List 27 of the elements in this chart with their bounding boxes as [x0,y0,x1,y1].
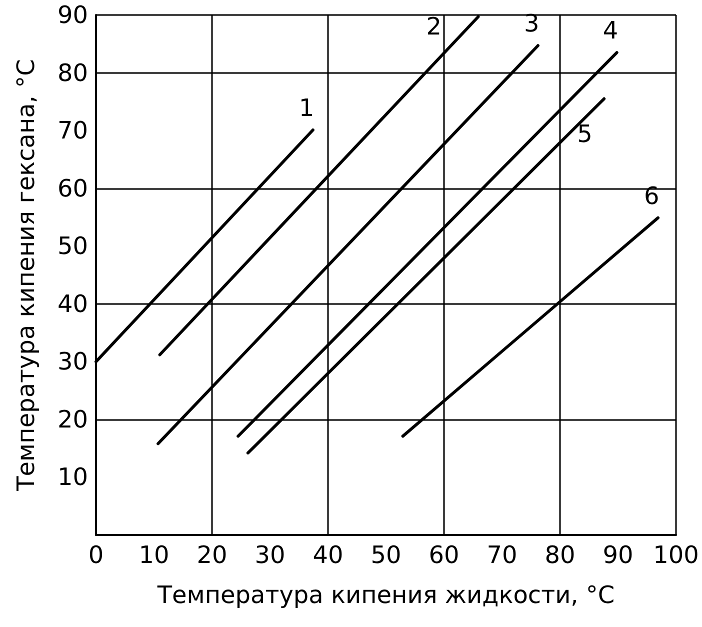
x-tick-label: 0 [88,541,104,569]
y-tick-label: 50 [57,232,88,260]
x-tick-label: 80 [544,541,576,569]
x-tick-label: 30 [254,541,286,569]
series-label: 6 [644,182,660,210]
x-tick-label: 70 [486,541,518,569]
series-label: 5 [577,120,592,148]
y-tick-label: 60 [57,174,88,202]
y-tick-label: 20 [57,405,88,434]
x-axis-title: Температура кипения жидкости, °C [156,581,615,609]
series-label: 4 [602,16,618,45]
y-tick-label: 70 [57,116,88,145]
series-label: 1 [298,94,314,122]
y-tick-label: 90 [57,1,88,29]
x-tick-label: 50 [370,541,402,569]
x-tick-label: 100 [653,541,699,569]
x-tick-label: 20 [196,541,228,569]
y-tick-label: 10 [57,463,88,492]
x-tick-label: 10 [138,541,170,569]
x-tick-label: 60 [428,541,460,569]
x-tick-label: 90 [602,541,634,569]
y-axis-title: Температура кипения гексана, °C [12,59,40,492]
x-tick-label: 40 [312,541,344,569]
series-label: 2 [426,12,442,41]
y-tick-label: 40 [57,290,88,318]
y-tick-label: 80 [57,58,88,87]
y-tick-label: 30 [57,348,88,376]
